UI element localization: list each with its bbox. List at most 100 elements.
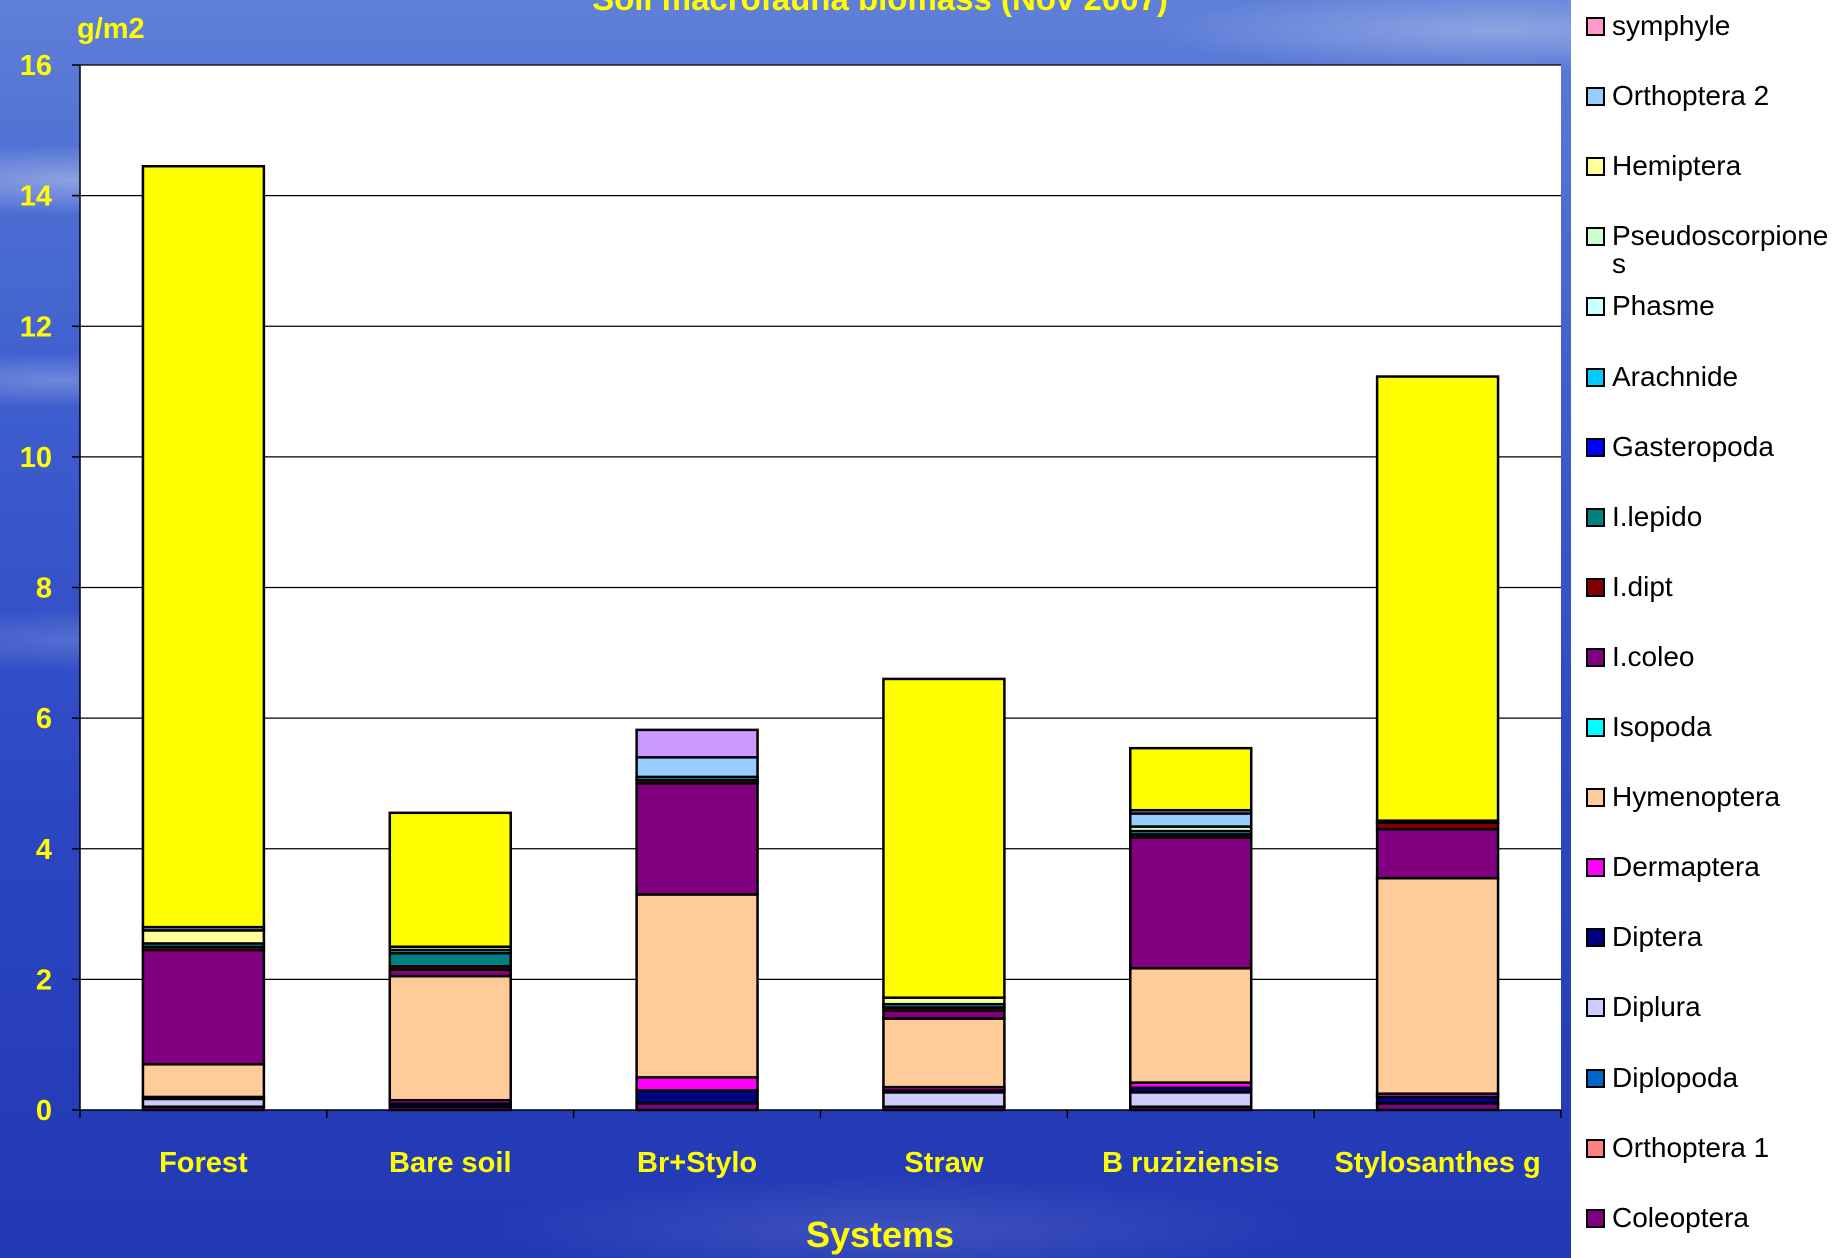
legend-swatch — [1586, 17, 1605, 36]
y-tick-label: 12 — [20, 311, 52, 343]
bar-segment — [141, 929, 266, 945]
bar-segment — [141, 164, 266, 929]
legend-swatch — [1586, 718, 1605, 737]
y-tick-label: 6 — [36, 703, 52, 735]
bar-segment — [882, 677, 1006, 999]
legend-label: Arachnide — [1612, 360, 1739, 392]
bar-segment — [882, 1017, 1006, 1089]
bar-segment — [635, 893, 759, 1079]
bar-segment — [1129, 967, 1253, 1084]
stacked-bar-chart: 0 2 4 6 8 10 12 14 16 Forest Bare soil Br+Stylo Stra… — [20, 0, 1562, 1255]
legend-item: Coleoptera — [1586, 1201, 1841, 1234]
legend-label: Orthoptera 2 — [1612, 80, 1770, 112]
bar-segment — [635, 728, 759, 759]
bar-segment — [882, 1091, 1006, 1108]
legend-swatch — [1586, 87, 1605, 107]
legend-label: Diplopoda — [1612, 1061, 1739, 1093]
legend-label: Orthoptera 1 — [1612, 1131, 1770, 1163]
x-category-label: Bare soil — [389, 1147, 512, 1179]
x-category-label: B ruziziensis — [1102, 1147, 1279, 1179]
legend-swatch — [1586, 1138, 1605, 1158]
y-tick-label: 14 — [20, 181, 52, 213]
legend-item: Gasteropoda — [1586, 430, 1841, 463]
bar-segment — [635, 782, 759, 896]
legend-label: Pseudoscorpiones — [1612, 220, 1829, 280]
legend-item: Pseudoscorpiones — [1586, 222, 1841, 278]
legend-label: I.dipt — [1612, 570, 1673, 602]
legend-label: Gasteropoda — [1612, 430, 1774, 462]
legend: symphyle Orthoptera 2 Hemiptera Pseudoscorp… — [1571, 0, 1841, 1258]
legend-label: Isopoda — [1612, 711, 1712, 742]
y-tick-label: 16 — [20, 50, 52, 82]
x-category-label: Forest — [159, 1147, 248, 1179]
bar-segment — [635, 756, 759, 779]
legend-swatch — [1586, 577, 1605, 597]
legend-swatch — [1586, 1068, 1605, 1088]
bar-segment — [388, 811, 512, 948]
legend-item: Isopoda — [1586, 713, 1841, 743]
legend-swatch — [1586, 157, 1605, 177]
legend-item: Hymenoptera — [1586, 783, 1841, 813]
legend-swatch — [1586, 437, 1605, 457]
gridlines — [80, 64, 1561, 980]
legend-swatch — [1586, 227, 1605, 247]
bar-segment — [1129, 1091, 1253, 1108]
bar-segment — [141, 948, 266, 1066]
legend-label: Dermaptera — [1612, 851, 1760, 883]
legend-item: I.lepido — [1586, 500, 1841, 533]
y-tick-label: 4 — [36, 834, 52, 866]
legend-item: Phasme — [1586, 292, 1841, 322]
legend-swatch — [1586, 998, 1605, 1018]
bar-segment — [1129, 812, 1253, 828]
legend-swatch — [1586, 507, 1605, 527]
legend-swatch — [1586, 647, 1605, 667]
legend-swatch — [1586, 928, 1605, 948]
chart-title: Soil macrofauna biomass (Nov 2007) — [592, 0, 1168, 17]
x-axis-title: Systems — [806, 1214, 954, 1255]
legend-item: Dermaptera — [1586, 853, 1841, 883]
bar-segment — [141, 1063, 266, 1099]
legend-item: symphyle — [1586, 12, 1841, 42]
y-tick-label: 10 — [20, 442, 52, 474]
legend-label: I.lepido — [1612, 500, 1703, 532]
legend-label: Coleoptera — [1612, 1201, 1749, 1233]
y-tick-label: 2 — [36, 964, 52, 996]
bar-segment — [1375, 375, 1500, 822]
legend-label: I.coleo — [1612, 640, 1695, 672]
bar-segment — [388, 952, 512, 968]
bar-segment — [635, 1089, 759, 1105]
bars-group — [141, 164, 1500, 1112]
legend-item: Hemiptera — [1586, 152, 1841, 182]
bar-segment — [1129, 836, 1253, 970]
legend-item: Arachnide — [1586, 360, 1841, 393]
x-category-label: Stylosanthes g — [1334, 1147, 1540, 1179]
legend-item: Orthoptera 2 — [1586, 82, 1841, 112]
x-category-label: Br+Stylo — [637, 1147, 757, 1179]
legend-swatch — [1586, 858, 1605, 878]
legend-label: Diptera — [1612, 921, 1703, 953]
legend-swatch — [1586, 1208, 1605, 1228]
legend-item: Diptera — [1586, 923, 1841, 953]
legend-swatch — [1586, 788, 1605, 808]
legend-item: Diplura — [1586, 993, 1841, 1023]
legend-item: I.dipt — [1586, 570, 1841, 603]
legend-item: I.coleo — [1586, 640, 1841, 673]
x-category-label: Straw — [904, 1147, 983, 1179]
legend-swatch — [1586, 367, 1605, 387]
y-tick-label: 8 — [36, 573, 52, 605]
legend-item: Orthoptera 1 — [1586, 1131, 1841, 1164]
axes: 0 2 4 6 8 10 12 14 16 Forest Bare soil Br+Stylo Stra… — [20, 50, 1562, 1179]
bar-segment — [388, 974, 512, 1102]
bar-segment — [1129, 746, 1253, 812]
y-tick-label: 0 — [36, 1095, 52, 1127]
legend-label: symphyle — [1612, 10, 1731, 41]
legend-item: Diplopoda — [1586, 1061, 1841, 1094]
y-axis-label: g/m2 — [77, 13, 145, 45]
legend-swatch — [1586, 297, 1605, 317]
legend-label: Phasme — [1612, 290, 1715, 322]
bar-segment — [1375, 876, 1500, 1095]
legend-label: Diplura — [1612, 991, 1701, 1023]
legend-label: Hymenoptera — [1612, 781, 1781, 813]
bar-segment — [1375, 827, 1500, 880]
legend-label: Hemiptera — [1612, 150, 1742, 182]
